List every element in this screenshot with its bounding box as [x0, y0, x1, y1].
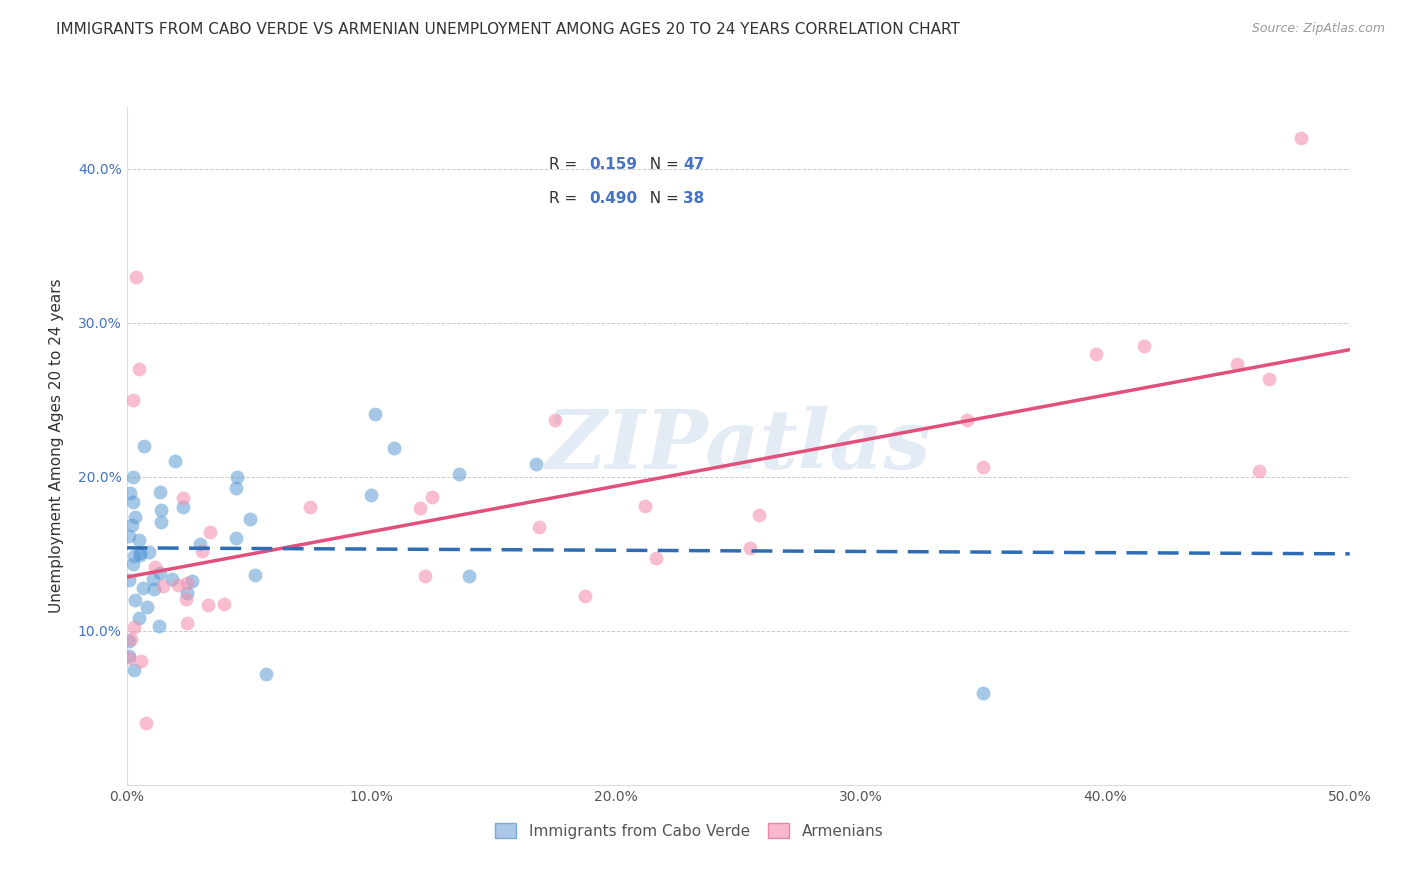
Point [226, 470, 249, 484]
Point [150, 503, 173, 517]
Text: IMMIGRANTS FROM CABO VERDE VS ARMENIAN UNEMPLOYMENT AMONG AGES 20 TO 24 YEARS CO: IMMIGRANTS FROM CABO VERDE VS ARMENIAN U… [56, 22, 960, 37]
Point [172, 500, 194, 514]
Point [135, 716, 157, 731]
Point [120, 632, 142, 647]
Point [128, 362, 150, 376]
Point [160, 572, 183, 586]
Point [225, 531, 247, 545]
Point [142, 572, 165, 586]
Text: 0.490: 0.490 [589, 191, 637, 206]
Point [118, 648, 141, 663]
Text: N =: N = [640, 157, 683, 172]
Point [360, 488, 382, 502]
Text: R =: R = [548, 191, 582, 206]
Point [447, 467, 470, 482]
Point [128, 533, 150, 547]
Point [122, 549, 145, 563]
Point [740, 541, 762, 556]
Point [132, 582, 155, 596]
Point [176, 576, 198, 591]
Point [197, 599, 219, 613]
Point [1247, 463, 1270, 477]
Point [128, 546, 150, 560]
Point [527, 520, 550, 534]
Point [122, 619, 145, 633]
Point [136, 599, 159, 614]
Point [191, 544, 214, 558]
Point [458, 569, 481, 583]
Point [174, 591, 197, 606]
Point [124, 593, 146, 607]
Point [1289, 131, 1312, 145]
Point [122, 663, 145, 677]
Point [299, 500, 322, 514]
Point [1085, 347, 1108, 361]
Point [152, 579, 174, 593]
Point [955, 413, 977, 427]
Text: ZIPatlas: ZIPatlas [546, 406, 931, 486]
Text: 47: 47 [683, 157, 704, 172]
Point [172, 491, 194, 505]
Point [1258, 372, 1281, 386]
Point [420, 490, 443, 504]
Point [128, 549, 150, 563]
Point [120, 486, 142, 500]
Point [972, 460, 994, 475]
Point [149, 516, 172, 530]
Point [364, 407, 387, 421]
Point [121, 470, 143, 484]
Y-axis label: Unemployment Among Ages 20 to 24 years: Unemployment Among Ages 20 to 24 years [49, 278, 63, 614]
Point [972, 685, 994, 699]
Point [132, 439, 155, 453]
Point [198, 524, 221, 539]
Point [1133, 338, 1156, 352]
Point [524, 457, 547, 471]
Point [181, 574, 204, 589]
Point [149, 485, 172, 500]
Point [382, 442, 405, 456]
Point [544, 412, 567, 426]
Text: Source: ZipAtlas.com: Source: ZipAtlas.com [1251, 22, 1385, 36]
Point [225, 482, 247, 496]
Text: R =: R = [548, 157, 582, 172]
Point [634, 499, 657, 513]
Point [176, 616, 198, 631]
Point [415, 568, 437, 582]
Point [1226, 357, 1249, 371]
Legend: Immigrants from Cabo Verde, Armenians: Immigrants from Cabo Verde, Armenians [489, 817, 890, 845]
Text: 38: 38 [683, 191, 704, 206]
Text: 0.159: 0.159 [589, 157, 637, 172]
Point [143, 560, 166, 574]
Point [122, 392, 145, 407]
Point [118, 633, 141, 648]
Point [118, 573, 141, 587]
Point [138, 545, 160, 559]
Point [254, 667, 277, 681]
Point [128, 611, 150, 625]
Point [409, 500, 432, 515]
Point [239, 511, 262, 525]
Point [645, 551, 668, 566]
Point [243, 568, 266, 582]
Point [121, 518, 143, 533]
Point [121, 558, 143, 572]
Point [142, 582, 165, 596]
Point [176, 585, 198, 599]
Point [188, 537, 211, 551]
Point [163, 454, 186, 468]
Point [149, 566, 172, 580]
Point [129, 654, 152, 668]
Point [125, 269, 148, 284]
Point [574, 589, 596, 603]
Point [124, 510, 146, 524]
Point [212, 597, 235, 611]
Point [118, 651, 141, 665]
Point [122, 494, 145, 508]
Point [167, 578, 190, 592]
Text: N =: N = [640, 191, 683, 206]
Point [118, 529, 141, 543]
Point [748, 508, 770, 523]
Point [148, 619, 170, 633]
